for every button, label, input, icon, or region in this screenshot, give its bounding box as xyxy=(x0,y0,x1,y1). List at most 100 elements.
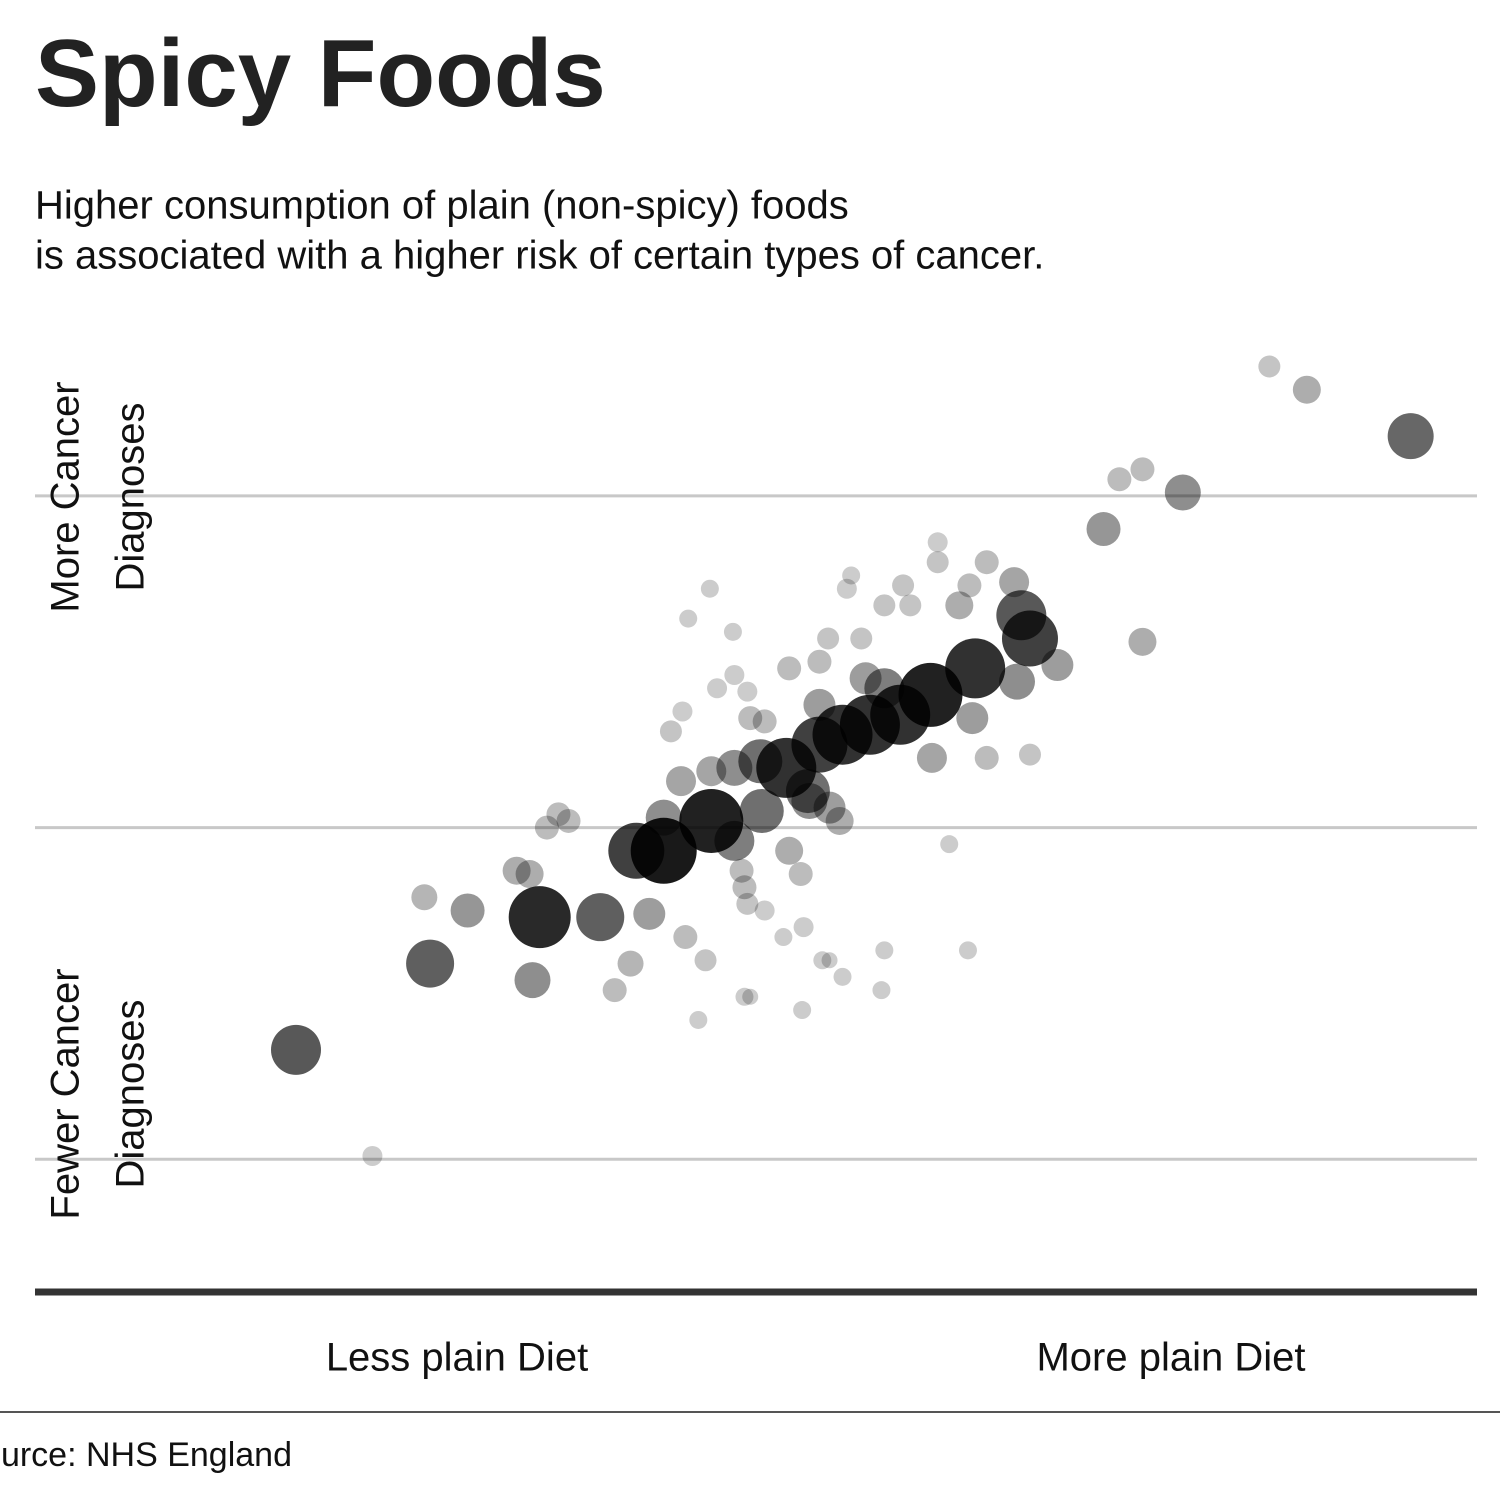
bubble xyxy=(956,702,989,735)
bubble xyxy=(724,664,745,685)
bubble xyxy=(716,749,753,786)
bubble xyxy=(791,783,828,820)
bubble xyxy=(737,681,758,702)
bubble xyxy=(958,941,977,960)
bubble xyxy=(714,820,755,861)
bubble xyxy=(633,897,666,930)
bubble xyxy=(752,709,777,734)
y-label: More Cancer xyxy=(44,381,88,612)
bubble xyxy=(974,550,999,575)
bubble xyxy=(723,622,742,641)
subtitle: is associated with a higher risk of cert… xyxy=(35,234,1044,278)
bubble xyxy=(1387,413,1434,460)
bubble xyxy=(821,952,838,969)
bubble xyxy=(659,720,682,743)
bubble xyxy=(608,822,665,879)
bubble xyxy=(514,962,551,999)
bubble xyxy=(739,789,784,833)
bubble xyxy=(700,579,719,598)
bubble xyxy=(793,917,814,938)
points xyxy=(271,355,1434,1166)
bubble xyxy=(803,688,836,721)
bubble xyxy=(1001,610,1058,667)
bubble xyxy=(546,802,571,827)
bubble xyxy=(873,594,896,617)
y-label: Fewer Cancer xyxy=(44,968,88,1219)
bubble xyxy=(785,769,830,814)
bubble xyxy=(813,791,846,824)
bubble xyxy=(957,573,982,598)
bubble xyxy=(774,928,793,947)
y-label: Diagnoses xyxy=(109,402,153,591)
bubble xyxy=(849,662,882,695)
bubble xyxy=(1130,457,1155,482)
bubble xyxy=(1292,375,1321,404)
bubble xyxy=(271,1024,322,1075)
y-label: Diagnoses xyxy=(109,999,153,1188)
bubble xyxy=(732,875,757,900)
bubble xyxy=(450,893,485,928)
bubble xyxy=(872,981,891,1000)
bubble xyxy=(927,532,948,553)
bubble xyxy=(679,609,698,628)
bubble xyxy=(1128,627,1157,656)
x-label: More plain Diet xyxy=(1036,1336,1305,1380)
bubble xyxy=(813,951,832,970)
bubble xyxy=(1018,743,1041,766)
bubble xyxy=(817,627,840,650)
bubble xyxy=(729,858,754,883)
bubble xyxy=(999,567,1030,598)
bubble xyxy=(556,808,581,833)
bubble xyxy=(999,663,1036,700)
bubble xyxy=(694,949,717,972)
x-label: Less plain Diet xyxy=(326,1336,588,1380)
bubble xyxy=(707,678,728,699)
bubble xyxy=(406,939,455,988)
bubble xyxy=(788,862,813,887)
bubble xyxy=(1086,512,1121,547)
bubble xyxy=(775,836,804,865)
bubble xyxy=(738,739,783,784)
bubble xyxy=(576,893,625,942)
bubble xyxy=(362,1145,383,1166)
bubble xyxy=(793,1001,812,1020)
bubble xyxy=(916,742,947,773)
bubble xyxy=(945,591,974,620)
bubble xyxy=(515,860,544,889)
bubble xyxy=(754,900,775,921)
bubble xyxy=(508,886,571,949)
bubble xyxy=(892,574,915,597)
bubble xyxy=(735,987,754,1006)
bubble xyxy=(1258,355,1281,378)
bubble xyxy=(742,988,759,1005)
bubble xyxy=(875,941,894,960)
bubble xyxy=(736,892,759,915)
bubble xyxy=(696,756,727,787)
bubble xyxy=(833,967,852,986)
bubble xyxy=(673,925,698,950)
bubble xyxy=(1164,474,1201,511)
bubble xyxy=(926,551,949,574)
chart-title: Spicy Foods xyxy=(35,20,606,127)
bubble xyxy=(825,806,854,835)
bubble xyxy=(411,884,438,911)
bubble xyxy=(850,627,873,650)
bubble xyxy=(777,656,802,681)
bubble xyxy=(1107,467,1132,492)
bubble xyxy=(899,594,922,617)
bubble xyxy=(666,766,697,797)
bubble xyxy=(807,649,832,674)
source: Source: NHS England xyxy=(0,1436,292,1474)
bubble xyxy=(534,815,559,840)
bubble xyxy=(836,578,857,599)
bubble xyxy=(1041,649,1074,682)
bubble xyxy=(602,978,627,1003)
bubble xyxy=(842,566,861,585)
bubble xyxy=(672,701,693,722)
bubble xyxy=(738,706,763,731)
bubble xyxy=(617,950,644,977)
bubble xyxy=(502,856,531,885)
bubble xyxy=(940,835,959,854)
